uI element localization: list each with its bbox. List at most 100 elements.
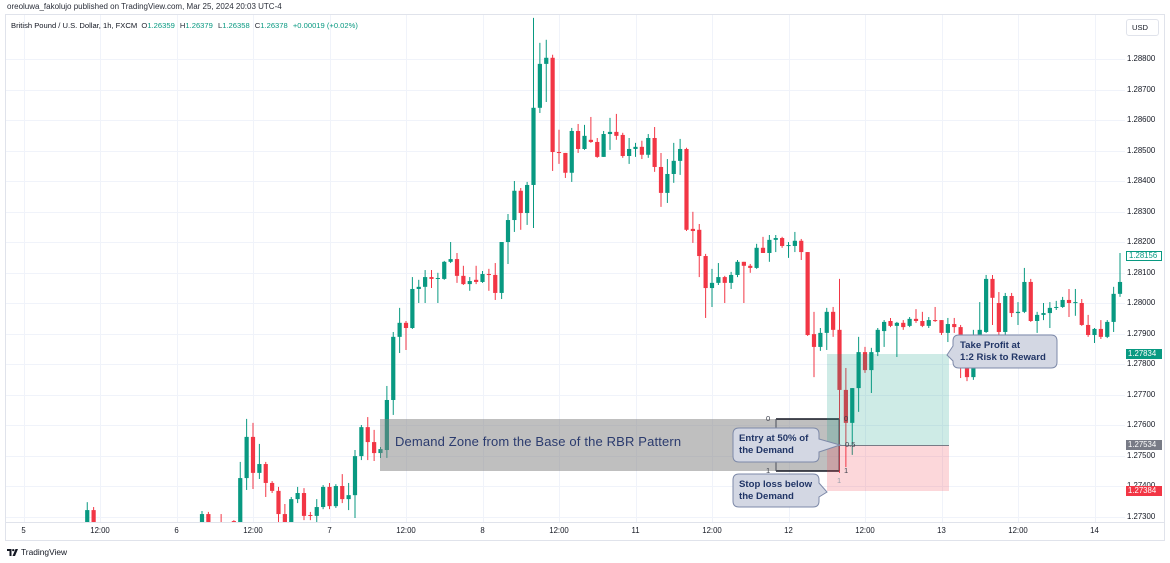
candle: [1079, 299, 1084, 326]
candle-body: [780, 238, 785, 246]
candle-body: [818, 332, 823, 347]
entry-callout[interactable]: Entry at 50% of the Demand: [739, 433, 808, 456]
change-value: +0.00019 (+0.02%): [292, 21, 358, 30]
symbol-name: British Pound / U.S. Dollar, 1h, FXCM: [11, 21, 138, 30]
time-tick: 12:00: [549, 526, 569, 535]
time-tick: 12:00: [855, 526, 875, 535]
time-tick: 5: [21, 526, 26, 535]
candle-body: [372, 442, 377, 454]
demand-zone-label[interactable]: Demand Zone from the Base of the RBR Pat…: [395, 434, 682, 449]
candle: [295, 486, 300, 504]
candle: [250, 422, 256, 490]
time-tick: 12:00: [243, 526, 263, 535]
candle-body: [333, 486, 338, 507]
candle-body: [512, 190, 517, 221]
candle: [435, 272, 440, 303]
candle: [518, 188, 523, 230]
stop-callout-shape[interactable]: [732, 473, 828, 508]
candle: [429, 270, 434, 289]
price-tick: 1.27700: [1127, 389, 1156, 399]
stop-loss-callout[interactable]: Stop loss below the Demand: [739, 479, 812, 502]
candle-body: [199, 514, 205, 522]
candle-body: [990, 278, 995, 298]
candle-body: [703, 256, 708, 289]
candle-body: [805, 252, 810, 336]
footer-branding[interactable]: TradingView: [7, 546, 67, 558]
candle: [474, 265, 479, 285]
open-value: 1.26359: [147, 21, 175, 30]
candle: [244, 418, 249, 490]
fib-level-label: 0: [766, 414, 771, 423]
candle: [658, 152, 664, 207]
candle-body: [474, 279, 479, 282]
candle-body: [831, 311, 836, 330]
candle: [231, 520, 236, 522]
candle: [352, 450, 358, 519]
candle-body: [1079, 303, 1084, 325]
candle: [831, 306, 836, 337]
candle-body: [346, 495, 351, 500]
candle-body: [920, 320, 925, 326]
tp-callout-line: 1:2 Risk to Reward: [960, 351, 1046, 363]
price-tick: 1.28400: [1127, 176, 1156, 185]
long-position-tool[interactable]: [827, 354, 949, 491]
candle-body: [1060, 299, 1065, 307]
candle-body: [869, 352, 874, 371]
entry-callout-line: Entry at 50% of: [739, 433, 809, 444]
candle: [263, 461, 268, 497]
candle: [703, 253, 708, 318]
price-tick: 1.28800: [1127, 54, 1156, 63]
candle: [767, 234, 772, 262]
candle-body: [454, 259, 460, 276]
candle-body: [391, 336, 396, 400]
candle-body: [544, 57, 549, 64]
candle-body: [684, 148, 689, 230]
candle-body: [939, 320, 944, 333]
candle: [588, 116, 593, 143]
time-tick: 11: [631, 526, 640, 535]
candle: [786, 242, 791, 258]
candle: [1117, 252, 1123, 297]
candle-body: [620, 134, 625, 156]
candle: [729, 271, 734, 289]
entry-price-tag: 1.27534: [1126, 440, 1162, 450]
candle-body: [856, 352, 861, 389]
candle: [716, 263, 721, 286]
candle-body: [423, 277, 428, 287]
candle: [569, 127, 574, 182]
symbol-legend[interactable]: British Pound / U.S. Dollar, 1h, FXCM O1…: [11, 21, 361, 31]
candle: [773, 234, 778, 253]
candle-body: [837, 329, 842, 390]
candle: [888, 317, 893, 328]
candle: [544, 39, 549, 103]
candle-body: [486, 274, 491, 276]
currency-button[interactable]: USD: [1126, 19, 1159, 36]
candle-body: [206, 514, 211, 522]
candle: [423, 270, 428, 303]
candle-body: [429, 277, 434, 279]
candle: [531, 17, 536, 228]
candle-body: [1111, 293, 1116, 322]
candle: [1015, 302, 1021, 325]
candle-body: [678, 148, 683, 161]
take-profit-callout[interactable]: Take Profit at 1:2 Risk to Reward: [960, 340, 1046, 363]
entry-callout-line: the Demand: [739, 444, 794, 456]
candle-body: [1054, 306, 1059, 308]
candle-body: [493, 274, 498, 293]
entry-callout-shape[interactable]: [732, 427, 842, 463]
candle: [199, 511, 205, 522]
candle-body: [340, 486, 345, 500]
candle: [754, 243, 759, 269]
candle: [91, 507, 96, 522]
candle-body: [824, 311, 829, 333]
candle-body: [1098, 328, 1103, 337]
take-profit-callout-shape[interactable]: [946, 334, 1058, 369]
candle-body: [729, 274, 734, 283]
candle: [646, 134, 651, 158]
time-tick: 12: [784, 526, 793, 535]
candle-body: [442, 261, 447, 279]
candle: [206, 511, 211, 522]
candle-body: [607, 131, 613, 135]
candle: [901, 320, 906, 330]
